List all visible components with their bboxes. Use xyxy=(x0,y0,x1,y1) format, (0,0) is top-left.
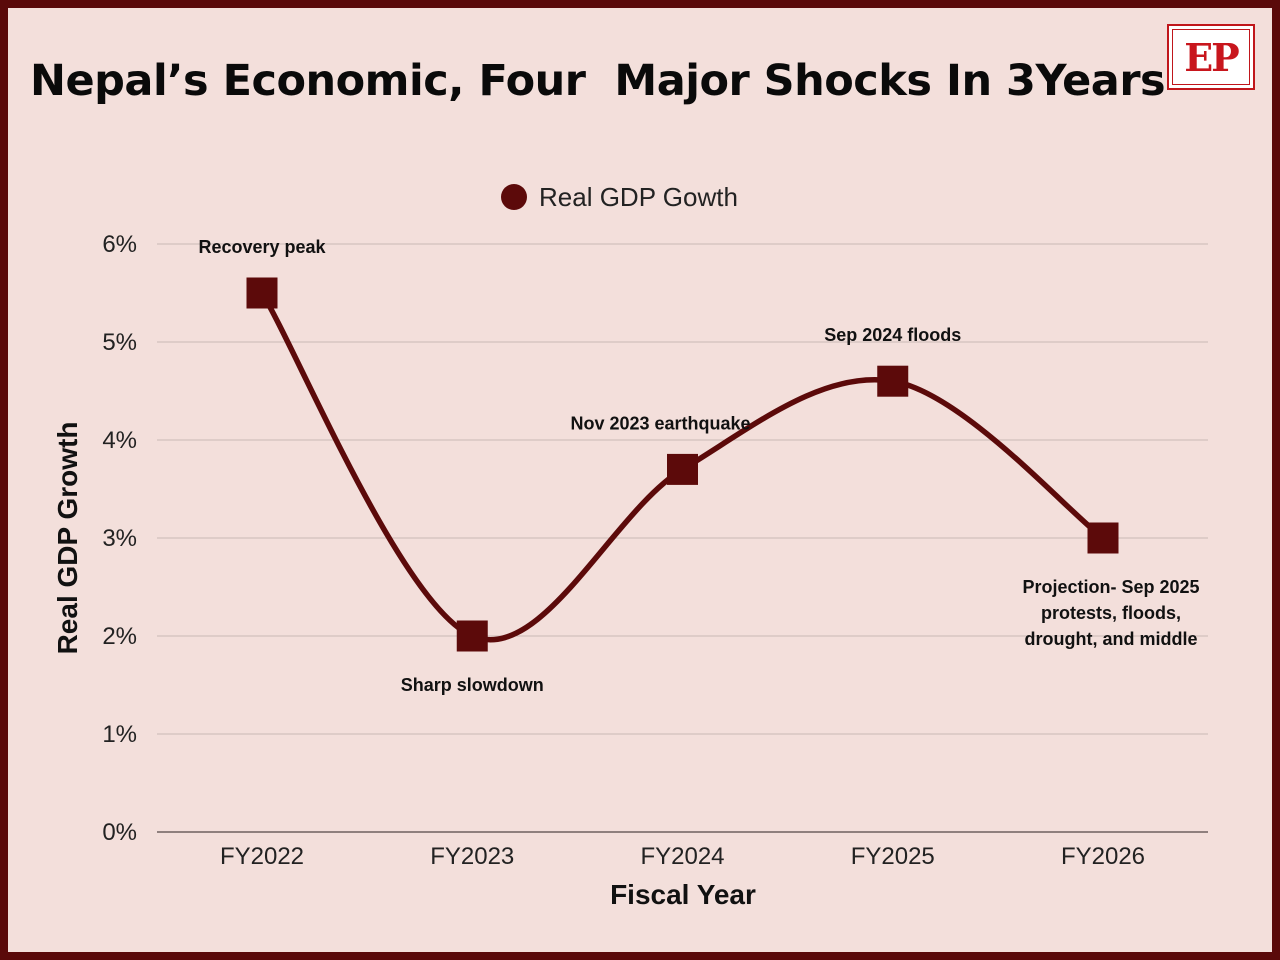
y-tick-label: 5% xyxy=(102,329,137,356)
legend-label: Real GDP Gowth xyxy=(539,182,738,212)
data-point-marker xyxy=(667,453,698,485)
data-point-marker xyxy=(246,277,278,309)
annotation-label: Projection- Sep 2025 xyxy=(1022,577,1199,597)
annotation-label: drought, and middle xyxy=(1025,629,1198,649)
x-tick-label: FY2025 xyxy=(851,843,935,870)
page-title: Nepal’s Economic, Four Major Shocks In 3… xyxy=(30,56,1166,106)
legend-swatch xyxy=(501,184,527,210)
y-axis-ticks: 0% 1% 2% 3% 4% 5% 6% xyxy=(102,231,137,846)
x-tick-label: FY2024 xyxy=(640,843,724,870)
annotation-label: protests, floods, xyxy=(1041,603,1181,623)
x-tick-label: FY2022 xyxy=(220,843,304,870)
y-tick-label: 4% xyxy=(102,427,137,454)
x-tick-label: FY2023 xyxy=(430,843,514,870)
x-tick-label: FY2026 xyxy=(1061,843,1145,870)
data-point-marker xyxy=(1087,522,1119,554)
series-layer xyxy=(246,277,1119,652)
grid-lines xyxy=(157,243,1208,833)
annotation-label: Sep 2024 floods xyxy=(824,325,961,345)
data-point-marker xyxy=(877,365,909,397)
annotation-label: Sharp slowdown xyxy=(401,675,544,695)
y-tick-label: 2% xyxy=(102,623,137,650)
ep-logo-mark: EP xyxy=(1172,29,1250,85)
y-tick-label: 3% xyxy=(102,525,137,552)
y-tick-label: 0% xyxy=(102,819,137,846)
ep-logo: EP xyxy=(1167,24,1255,90)
x-axis-title: Fiscal Year xyxy=(610,879,756,910)
y-tick-label: 6% xyxy=(102,231,137,258)
legend: Real GDP Gowth xyxy=(501,182,738,212)
data-point-marker xyxy=(456,620,488,652)
annotation-label: Recovery peak xyxy=(198,237,326,257)
annotations: Recovery peak Sharp slowdown Nov 2023 eart… xyxy=(198,237,1199,695)
series-line xyxy=(259,290,1106,643)
annotation-label: Nov 2023 earthquake xyxy=(570,413,750,433)
x-axis-ticks: FY2022 FY2023 FY2024 FY2025 FY2026 xyxy=(220,843,1145,870)
y-tick-label: 1% xyxy=(102,721,137,748)
y-axis-title: Real GDP Growth xyxy=(52,422,83,655)
